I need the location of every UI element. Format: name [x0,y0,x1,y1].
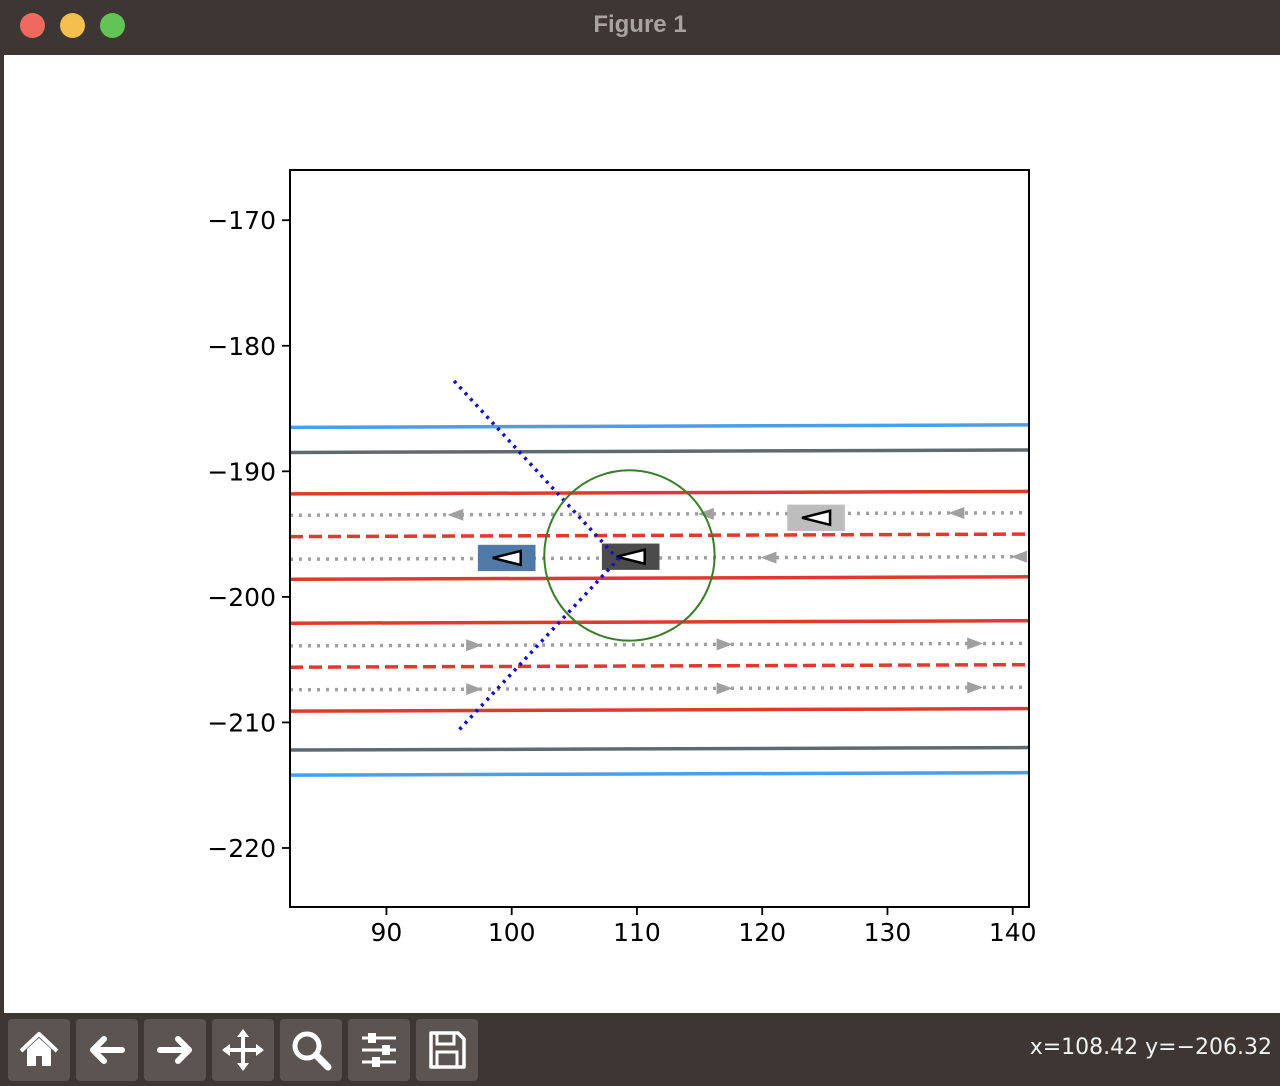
lane-boundary-line [290,618,1029,625]
lane-boundary-line [290,575,1029,582]
pan-button[interactable] [212,1019,274,1081]
arrow-left-icon [90,1036,125,1064]
zoom-button[interactable] [280,1019,342,1081]
lane-direction-arrow [948,507,965,520]
home-icon [19,1032,59,1066]
vehicle-heading-arrow [801,509,832,527]
y-tick-label: −210 [207,708,276,737]
lane-divider-line [290,662,1029,669]
x-tick-label: 120 [738,918,786,947]
lane-direction-arrow [1010,550,1027,563]
lane-centerline [290,685,1029,692]
figure-canvas[interactable]: 90 100 110 120 130 140 −170 −180 −190 −200 −210 −22… [4,55,1280,1013]
configure-subplots-button[interactable] [348,1019,410,1081]
zoom-window-button[interactable] [100,13,125,38]
lane-boundary-line [290,489,1029,496]
plot-area [290,379,1029,777]
window-title: Figure 1 [593,11,687,38]
magnifier-icon [292,1031,332,1071]
lane-centerline [290,641,1029,648]
lane-direction-arrow [716,638,733,651]
outer-boundary-line [290,423,1029,430]
lane-direction-arrow [697,507,714,520]
minimize-window-button[interactable] [60,13,85,38]
back-button[interactable] [76,1019,138,1081]
x-tick-label: 110 [613,918,661,947]
outer-boundary-line [290,770,1029,777]
x-tick-label: 130 [864,918,912,947]
axes-frame [289,169,1030,908]
road-edge-line [290,448,1029,455]
lane-boundary-line [290,706,1029,713]
home-button[interactable] [8,1019,70,1081]
y-tick-label: −200 [207,583,276,612]
lane-direction-arrow [466,683,483,696]
y-tick-label: −170 [207,206,276,235]
lane-direction-arrow [466,639,483,652]
x-tick-label: 100 [488,918,536,947]
close-window-button[interactable] [20,13,45,38]
lane-direction-arrow [967,681,984,694]
plot-figure: 90 100 110 120 130 140 −170 −180 −190 −200 −210 −22… [207,169,1037,947]
lane-direction-arrow [716,682,733,695]
lane-direction-arrow [967,637,984,650]
range-circle [543,469,716,642]
lane-direction-arrow [760,551,777,564]
save-button[interactable] [416,1019,478,1081]
x-tick-label: 90 [371,918,403,947]
x-tick-label: 140 [989,918,1037,947]
cursor-coordinates: x=108.42 y=−206.32 [1029,1035,1272,1060]
sliders-icon [362,1033,396,1067]
lane-divider-line [290,532,1029,539]
forward-button[interactable] [144,1019,206,1081]
floppy-disk-icon [429,1031,466,1069]
road-edge-line [290,745,1029,752]
move-icon [222,1029,264,1071]
arrow-right-icon [157,1036,192,1064]
window-titlebar: Figure 1 [0,0,1280,54]
reference-dotted-line [452,379,621,734]
y-tick-label: −220 [207,834,276,863]
navigation-toolbar: x=108.42 y=−206.32 [0,1013,1280,1086]
y-tick-label: −180 [207,332,276,361]
vehicle-heading-arrow [492,549,522,567]
y-tick-label: −190 [207,457,276,486]
lane-centerline [290,511,1029,518]
lane-direction-arrow [447,508,464,521]
vehicle-heading-arrow [616,548,646,566]
